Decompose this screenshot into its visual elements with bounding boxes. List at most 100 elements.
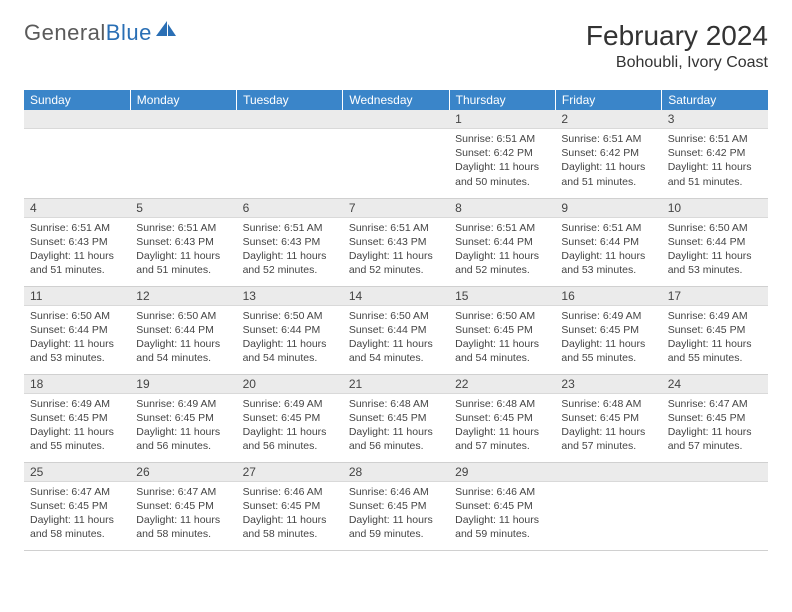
day-number: 21	[343, 375, 449, 394]
day-number-empty	[24, 110, 130, 129]
day-content: Sunrise: 6:47 AMSunset: 6:45 PMDaylight:…	[662, 394, 768, 458]
calendar-cell: 14Sunrise: 6:50 AMSunset: 6:44 PMDayligh…	[343, 286, 449, 374]
sunrise-text: Sunrise: 6:47 AM	[668, 397, 762, 411]
sunset-text: Sunset: 6:45 PM	[243, 411, 337, 425]
day-content: Sunrise: 6:49 AMSunset: 6:45 PMDaylight:…	[24, 394, 130, 458]
sunset-text: Sunset: 6:43 PM	[30, 235, 124, 249]
day-number-empty	[555, 463, 661, 482]
daylight-text: Daylight: 11 hours and 59 minutes.	[455, 513, 549, 541]
calendar-week: 11Sunrise: 6:50 AMSunset: 6:44 PMDayligh…	[24, 286, 768, 374]
daylight-text: Daylight: 11 hours and 51 minutes.	[668, 160, 762, 188]
sunset-text: Sunset: 6:45 PM	[30, 499, 124, 513]
daylight-text: Daylight: 11 hours and 56 minutes.	[136, 425, 230, 453]
logo-text-gray: General	[24, 20, 106, 46]
day-number: 14	[343, 287, 449, 306]
daylight-text: Daylight: 11 hours and 50 minutes.	[455, 160, 549, 188]
sunrise-text: Sunrise: 6:50 AM	[30, 309, 124, 323]
day-number: 5	[130, 199, 236, 218]
sunrise-text: Sunrise: 6:46 AM	[455, 485, 549, 499]
day-number: 27	[237, 463, 343, 482]
day-content: Sunrise: 6:50 AMSunset: 6:44 PMDaylight:…	[237, 306, 343, 370]
calendar-cell: 26Sunrise: 6:47 AMSunset: 6:45 PMDayligh…	[130, 462, 236, 550]
day-content: Sunrise: 6:51 AMSunset: 6:44 PMDaylight:…	[555, 218, 661, 282]
daylight-text: Daylight: 11 hours and 52 minutes.	[243, 249, 337, 277]
sunset-text: Sunset: 6:43 PM	[349, 235, 443, 249]
calendar-cell: 12Sunrise: 6:50 AMSunset: 6:44 PMDayligh…	[130, 286, 236, 374]
sunrise-text: Sunrise: 6:47 AM	[30, 485, 124, 499]
daylight-text: Daylight: 11 hours and 55 minutes.	[561, 337, 655, 365]
daylight-text: Daylight: 11 hours and 53 minutes.	[668, 249, 762, 277]
sunset-text: Sunset: 6:42 PM	[561, 146, 655, 160]
daylight-text: Daylight: 11 hours and 56 minutes.	[349, 425, 443, 453]
sunrise-text: Sunrise: 6:50 AM	[455, 309, 549, 323]
day-content: Sunrise: 6:51 AMSunset: 6:43 PMDaylight:…	[343, 218, 449, 282]
day-content: Sunrise: 6:46 AMSunset: 6:45 PMDaylight:…	[449, 482, 555, 546]
weekday-sunday: Sunday	[24, 90, 130, 110]
title-block: February 2024 Bohoubli, Ivory Coast	[586, 20, 768, 72]
daylight-text: Daylight: 11 hours and 52 minutes.	[455, 249, 549, 277]
day-number: 20	[237, 375, 343, 394]
day-number: 13	[237, 287, 343, 306]
day-number: 23	[555, 375, 661, 394]
sunset-text: Sunset: 6:45 PM	[455, 411, 549, 425]
sunrise-text: Sunrise: 6:51 AM	[243, 221, 337, 235]
sunrise-text: Sunrise: 6:50 AM	[349, 309, 443, 323]
day-content: Sunrise: 6:50 AMSunset: 6:45 PMDaylight:…	[449, 306, 555, 370]
sunrise-text: Sunrise: 6:49 AM	[30, 397, 124, 411]
sunrise-text: Sunrise: 6:51 AM	[349, 221, 443, 235]
calendar-cell: 20Sunrise: 6:49 AMSunset: 6:45 PMDayligh…	[237, 374, 343, 462]
sunset-text: Sunset: 6:45 PM	[136, 411, 230, 425]
calendar-week: 4Sunrise: 6:51 AMSunset: 6:43 PMDaylight…	[24, 198, 768, 286]
sunrise-text: Sunrise: 6:51 AM	[455, 132, 549, 146]
day-number-empty	[130, 110, 236, 129]
daylight-text: Daylight: 11 hours and 53 minutes.	[561, 249, 655, 277]
day-content: Sunrise: 6:50 AMSunset: 6:44 PMDaylight:…	[130, 306, 236, 370]
sunset-text: Sunset: 6:45 PM	[136, 499, 230, 513]
day-number: 7	[343, 199, 449, 218]
sunrise-text: Sunrise: 6:50 AM	[136, 309, 230, 323]
sunset-text: Sunset: 6:45 PM	[668, 411, 762, 425]
day-content: Sunrise: 6:50 AMSunset: 6:44 PMDaylight:…	[24, 306, 130, 370]
sunset-text: Sunset: 6:44 PM	[668, 235, 762, 249]
sunset-text: Sunset: 6:44 PM	[136, 323, 230, 337]
daylight-text: Daylight: 11 hours and 51 minutes.	[30, 249, 124, 277]
day-number: 28	[343, 463, 449, 482]
sunrise-text: Sunrise: 6:47 AM	[136, 485, 230, 499]
calendar-cell: 13Sunrise: 6:50 AMSunset: 6:44 PMDayligh…	[237, 286, 343, 374]
sunset-text: Sunset: 6:44 PM	[30, 323, 124, 337]
sunset-text: Sunset: 6:43 PM	[136, 235, 230, 249]
weekday-wednesday: Wednesday	[343, 90, 449, 110]
calendar-cell: 21Sunrise: 6:48 AMSunset: 6:45 PMDayligh…	[343, 374, 449, 462]
logo-text-blue: Blue	[106, 20, 152, 46]
day-number: 4	[24, 199, 130, 218]
sunrise-text: Sunrise: 6:51 AM	[455, 221, 549, 235]
calendar-cell	[237, 110, 343, 198]
daylight-text: Daylight: 11 hours and 55 minutes.	[30, 425, 124, 453]
day-number: 22	[449, 375, 555, 394]
sunset-text: Sunset: 6:42 PM	[668, 146, 762, 160]
weekday-friday: Friday	[555, 90, 661, 110]
calendar-cell: 1Sunrise: 6:51 AMSunset: 6:42 PMDaylight…	[449, 110, 555, 198]
day-number: 16	[555, 287, 661, 306]
logo: GeneralBlue	[24, 20, 178, 46]
sunrise-text: Sunrise: 6:51 AM	[136, 221, 230, 235]
daylight-text: Daylight: 11 hours and 59 minutes.	[349, 513, 443, 541]
daylight-text: Daylight: 11 hours and 54 minutes.	[455, 337, 549, 365]
day-content: Sunrise: 6:51 AMSunset: 6:43 PMDaylight:…	[237, 218, 343, 282]
weekday-monday: Monday	[130, 90, 236, 110]
sunrise-text: Sunrise: 6:46 AM	[243, 485, 337, 499]
calendar-cell: 17Sunrise: 6:49 AMSunset: 6:45 PMDayligh…	[662, 286, 768, 374]
day-content: Sunrise: 6:50 AMSunset: 6:44 PMDaylight:…	[343, 306, 449, 370]
day-content: Sunrise: 6:49 AMSunset: 6:45 PMDaylight:…	[130, 394, 236, 458]
calendar-cell: 5Sunrise: 6:51 AMSunset: 6:43 PMDaylight…	[130, 198, 236, 286]
sunrise-text: Sunrise: 6:49 AM	[668, 309, 762, 323]
calendar-cell: 28Sunrise: 6:46 AMSunset: 6:45 PMDayligh…	[343, 462, 449, 550]
calendar-cell: 9Sunrise: 6:51 AMSunset: 6:44 PMDaylight…	[555, 198, 661, 286]
weekday-thursday: Thursday	[449, 90, 555, 110]
day-number: 8	[449, 199, 555, 218]
day-content: Sunrise: 6:49 AMSunset: 6:45 PMDaylight:…	[662, 306, 768, 370]
calendar-week: 1Sunrise: 6:51 AMSunset: 6:42 PMDaylight…	[24, 110, 768, 198]
daylight-text: Daylight: 11 hours and 58 minutes.	[243, 513, 337, 541]
daylight-text: Daylight: 11 hours and 52 minutes.	[349, 249, 443, 277]
day-content: Sunrise: 6:47 AMSunset: 6:45 PMDaylight:…	[24, 482, 130, 546]
